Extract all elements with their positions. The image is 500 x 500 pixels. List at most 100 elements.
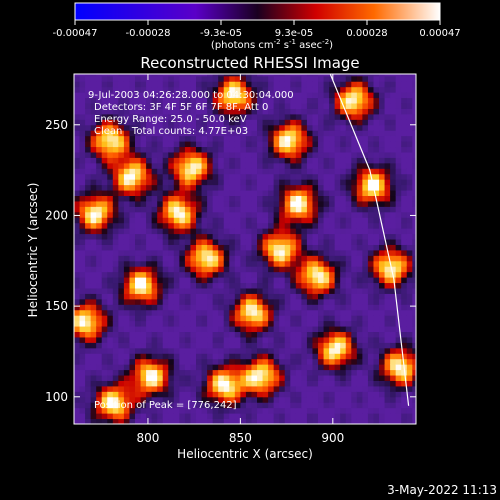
- heatmap-cell: [373, 309, 380, 316]
- heatmap-cell: [306, 92, 313, 99]
- heatmap-cell: [190, 168, 197, 175]
- heatmap-cell: [334, 151, 341, 158]
- heatmap-cell: [173, 86, 180, 93]
- heatmap-cell: [162, 179, 169, 186]
- heatmap-cell: [362, 380, 369, 387]
- heatmap-cell: [112, 228, 119, 235]
- heatmap-cell: [85, 190, 92, 197]
- heatmap-cell: [373, 130, 380, 137]
- heatmap-cell: [74, 385, 81, 392]
- heatmap-cell: [334, 239, 341, 245]
- heatmap-cell: [74, 271, 81, 278]
- heatmap-cell: [201, 277, 208, 284]
- heatmap-cell: [268, 108, 275, 115]
- heatmap-cell: [140, 418, 147, 424]
- heatmap-cell: [406, 271, 413, 278]
- heatmap-cell: [85, 239, 92, 245]
- heatmap-cell: [312, 391, 319, 398]
- heatmap-cell: [184, 396, 191, 403]
- heatmap-cell: [234, 168, 241, 175]
- heatmap-cell: [123, 217, 130, 224]
- heatmap-cell: [218, 217, 225, 224]
- heatmap-cell: [74, 217, 81, 224]
- heatmap-cell: [90, 222, 97, 229]
- heatmap-cell: [218, 119, 225, 126]
- heatmap-cell: [379, 255, 386, 262]
- heatmap-cell: [101, 255, 108, 262]
- heatmap-cell: [196, 260, 203, 267]
- heatmap-cell: [329, 168, 336, 175]
- heatmap-cell: [196, 141, 203, 148]
- heatmap-cell: [362, 309, 369, 316]
- heatmap-cell: [184, 309, 191, 316]
- heatmap-cell: [168, 200, 175, 207]
- heatmap-cell: [362, 320, 369, 327]
- heatmap-cell: [162, 157, 169, 164]
- heatmap-cell: [101, 162, 108, 169]
- heatmap-cell: [157, 141, 164, 148]
- heatmap-cell: [290, 336, 297, 343]
- heatmap-cell: [268, 320, 275, 327]
- heatmap-cell: [196, 239, 203, 245]
- heatmap-cell: [323, 97, 330, 104]
- heatmap-cell: [218, 206, 225, 213]
- heatmap-cell: [207, 271, 214, 278]
- heatmap-cell: [212, 146, 219, 153]
- heatmap-cell: [351, 309, 358, 316]
- heatmap-cell: [179, 195, 186, 202]
- heatmap-cell: [190, 113, 197, 120]
- heatmap-cell: [395, 222, 402, 229]
- heatmap-cell: [401, 266, 408, 273]
- heatmap-cell: [412, 81, 416, 88]
- heatmap-cell: [201, 211, 208, 218]
- heatmap-cell: [234, 75, 241, 82]
- heatmap-cell: [207, 206, 214, 213]
- heatmap-cell: [129, 342, 136, 349]
- heatmap-cell: [251, 293, 258, 300]
- heatmap-cell: [401, 141, 408, 148]
- heatmap-cell: [234, 407, 241, 414]
- heatmap-cell: [323, 103, 330, 109]
- heatmap-cell: [251, 260, 258, 267]
- heatmap-cell: [135, 119, 142, 126]
- heatmap-cell: [401, 217, 408, 224]
- heatmap-cell: [85, 287, 92, 294]
- heatmap-cell: [279, 309, 286, 316]
- heatmap-cell: [234, 255, 241, 262]
- heatmap-cell: [367, 358, 374, 365]
- heatmap-cell: [251, 81, 258, 88]
- heatmap-cell: [379, 75, 386, 82]
- heatmap-cell: [290, 200, 297, 207]
- heatmap-cell: [107, 211, 114, 218]
- heatmap-cell: [162, 418, 169, 424]
- heatmap-cell: [79, 413, 86, 420]
- heatmap-cell: [356, 141, 363, 148]
- heatmap-cell: [179, 287, 186, 294]
- heatmap-cell: [351, 413, 358, 420]
- heatmap-cell: [90, 124, 97, 131]
- heatmap-cell: [373, 135, 380, 142]
- heatmap-cell: [306, 239, 313, 245]
- heatmap-cell: [356, 391, 363, 398]
- heatmap-cell: [229, 391, 236, 398]
- heatmap-cell: [379, 157, 386, 164]
- heatmap-cell: [85, 206, 92, 213]
- heatmap-cell: [318, 97, 325, 104]
- heatmap-cell: [262, 113, 269, 120]
- heatmap-cell: [356, 239, 363, 245]
- heatmap-cell: [190, 146, 197, 153]
- heatmap-cell: [318, 151, 325, 158]
- heatmap-cell: [251, 146, 258, 153]
- heatmap-cell: [118, 369, 125, 376]
- heatmap-cell: [334, 233, 341, 240]
- heatmap-cell: [190, 233, 197, 240]
- heatmap-cell: [373, 239, 380, 245]
- heatmap-cell: [284, 75, 291, 82]
- heatmap-cell: [79, 407, 86, 414]
- heatmap-cell: [74, 222, 81, 229]
- heatmap-cell: [367, 135, 374, 142]
- heatmap-cell: [223, 396, 230, 403]
- heatmap-cell: [373, 260, 380, 267]
- heatmap-cell: [173, 358, 180, 365]
- heatmap-cell: [406, 217, 413, 224]
